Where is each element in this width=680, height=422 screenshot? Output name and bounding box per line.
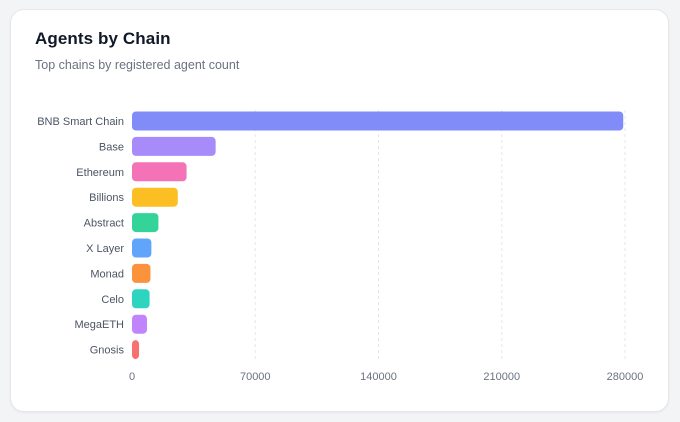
bar — [132, 340, 140, 360]
bar-chart: 0 70000 140000 210000 280000 BNB Smart Chain B… — [37, 110, 644, 383]
y-category-label: Billions — [89, 192, 124, 204]
y-category-label: Ethereum — [76, 167, 124, 179]
x-tick-label: 70000 — [240, 371, 271, 383]
y-category-label: Gnosis — [90, 345, 125, 357]
x-tick-label: 280000 — [607, 371, 644, 383]
y-category-label: Abstract — [84, 218, 124, 230]
bar — [132, 289, 150, 309]
bar — [132, 187, 178, 207]
bar — [132, 263, 151, 283]
y-category-label: Base — [99, 141, 124, 153]
card-title: Agents by Chain — [35, 29, 171, 48]
y-category-label: X Layer — [86, 243, 124, 255]
y-category-label: BNB Smart Chain — [37, 116, 124, 128]
x-tick-label: 210000 — [483, 371, 520, 383]
bar — [132, 213, 159, 233]
bar — [132, 111, 624, 131]
bar — [132, 136, 216, 156]
x-tick-label: 0 — [129, 371, 135, 383]
y-category-label: MegaETH — [74, 319, 124, 331]
bar — [132, 238, 152, 258]
bar — [132, 162, 187, 182]
chart-card: Agents by Chain Top chains by registered… — [10, 9, 669, 412]
y-category-label: Monad — [90, 268, 124, 280]
bar — [132, 314, 147, 334]
card-subtitle: Top chains by registered agent count — [35, 58, 240, 72]
x-tick-label: 140000 — [360, 371, 397, 383]
y-category-label: Celo — [101, 294, 124, 306]
